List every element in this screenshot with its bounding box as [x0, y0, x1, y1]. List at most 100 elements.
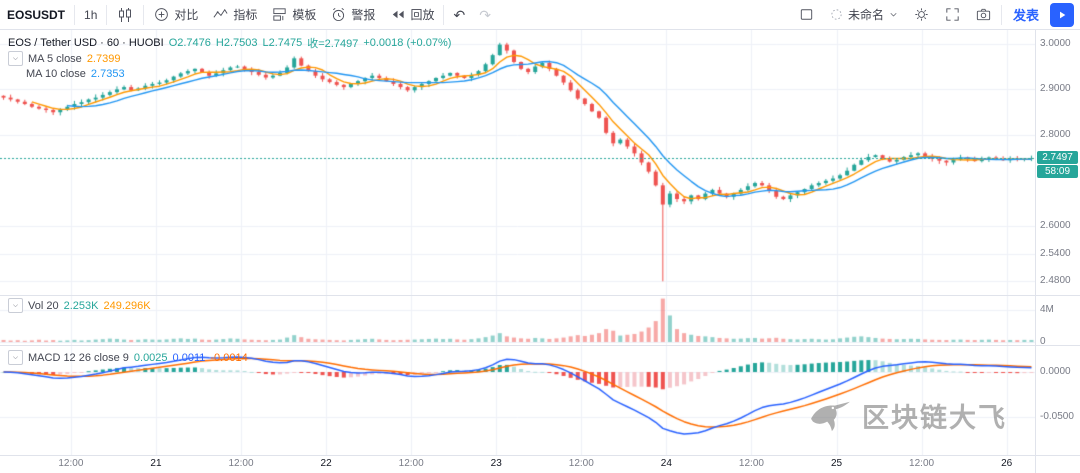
ma5-label: MA 5 close — [28, 52, 82, 65]
ohlc-low: L2.7475 — [262, 37, 303, 49]
compare-button[interactable]: 对比 — [146, 0, 205, 29]
templates-icon — [273, 8, 287, 21]
macd-axis-label: 0.0000 — [1040, 366, 1071, 377]
layout-name-button[interactable]: 未命名 — [822, 0, 906, 29]
price-axis-label: 2.4800 — [1040, 275, 1071, 287]
fullscreen-button[interactable] — [937, 0, 968, 29]
time-axis-divider — [0, 455, 1080, 456]
price-axis-label: 2.5400 — [1040, 247, 1071, 259]
compare-plus-icon — [155, 8, 169, 21]
pane-divider[interactable] — [0, 345, 1080, 346]
chart-legend: EOS / Tether USD · 60 · HUOBI O2.7476 H2… — [8, 35, 451, 51]
collapse-pane-button[interactable] — [8, 350, 23, 365]
play-icon — [1060, 11, 1066, 18]
replay-label: 回放 — [410, 8, 435, 22]
chart-type-button[interactable] — [109, 0, 141, 29]
layout-name-label: 未命名 — [847, 8, 884, 22]
ohlc-high: H2.7503 — [215, 37, 258, 49]
ohlc-open: O2.7476 — [168, 37, 211, 49]
toolbar-separator — [143, 4, 145, 25]
macd-label: MACD 12 26 close 9 — [28, 351, 129, 364]
price-axis[interactable]: 2.7497 58:09 3.0000 2.9000 2.8000 2.6000 2.5… — [1035, 30, 1080, 473]
volume-legend: Vol 20 2.253K 249.296K — [8, 298, 151, 313]
time-axis-label: 22 — [320, 458, 332, 469]
chart-settings-button[interactable] — [906, 0, 937, 29]
layout-grid-button[interactable] — [791, 0, 822, 29]
cloud-save-state-icon — [831, 9, 842, 20]
chart-title: EOS / Tether USD · 60 · HUOBI — [8, 37, 164, 49]
time-axis-label: 12:00 — [568, 458, 594, 469]
volume-axis-label: 0 — [1040, 336, 1046, 347]
price-axis-label: 2.9000 — [1040, 83, 1071, 95]
ma5-value: 2.7399 — [86, 52, 121, 65]
time-axis-label: 23 — [490, 458, 502, 469]
chevron-down-icon — [13, 57, 18, 61]
chart-area: EOS / Tether USD · 60 · HUOBI O2.7476 H2… — [0, 30, 1035, 473]
time-axis-label: 21 — [150, 458, 162, 469]
snapshot-button[interactable] — [968, 0, 999, 29]
chevron-down-icon — [13, 304, 18, 308]
ohlc-close: 收=2.7497 — [307, 38, 359, 50]
compare-label: 对比 — [174, 8, 199, 22]
alerts-label: 警报 — [351, 8, 376, 22]
bird-logo-icon — [811, 401, 850, 431]
templates-button[interactable]: 模板 — [264, 0, 323, 29]
time-axis-label: 12:00 — [58, 458, 84, 469]
time-axis-label: 24 — [660, 458, 672, 469]
time-axis-label: 12:00 — [228, 458, 254, 469]
volume-ma-value: 249.296K — [103, 299, 151, 312]
toolbar-separator — [443, 4, 445, 25]
ma10-value: 2.7353 — [90, 68, 125, 80]
watermark-text: 区块链大飞 — [862, 403, 1007, 433]
symbol-button[interactable]: EOSUSDT — [7, 7, 66, 22]
ohlc-change: +0.0018 (+0.07%) — [363, 37, 452, 49]
redo-button[interactable]: ↷ — [479, 6, 491, 23]
interval-button[interactable]: 1h — [84, 7, 98, 22]
time-axis-label: 26 — [1001, 458, 1013, 469]
macd-line-value: 0.0011 — [172, 351, 206, 364]
publish-button[interactable]: 发表 — [1012, 8, 1039, 23]
last-price-badge: 2.7497 — [1037, 151, 1078, 165]
time-axis-label: 12:00 — [398, 458, 424, 469]
volume-label: Vol 20 — [28, 299, 59, 312]
alarm-clock-icon — [333, 7, 345, 22]
collapse-pane-button[interactable] — [8, 298, 23, 313]
camera-icon — [976, 8, 991, 21]
indicators-icon — [213, 8, 228, 18]
time-axis[interactable]: 12:00 21 12:00 22 12:00 23 12:00 24 12:00 25 12:00… — [0, 455, 1035, 473]
ma5-legend: MA 5 close 2.7399 — [8, 51, 120, 66]
toolbar-separator — [106, 4, 108, 25]
layout-square-icon — [800, 9, 813, 20]
pane-divider[interactable] — [0, 295, 1080, 296]
time-axis-label: 12:00 — [738, 458, 764, 469]
macd-signal-value: -0.0014 — [210, 351, 248, 364]
quick-action-button[interactable] — [1050, 2, 1074, 27]
price-chart-canvas[interactable] — [0, 30, 1035, 455]
ma10-legend: MA 10 close 2.7353 — [26, 68, 125, 80]
collapse-pane-button[interactable] — [8, 51, 23, 66]
chevron-down-icon — [890, 13, 897, 17]
alerts-button[interactable]: 警报 — [323, 0, 382, 29]
templates-label: 模板 — [292, 8, 317, 22]
channel-watermark: 区块链大飞 — [808, 396, 1007, 435]
chevron-down-icon — [13, 356, 18, 360]
time-axis-label: 25 — [830, 458, 843, 469]
price-axis-label: 3.0000 — [1040, 37, 1071, 49]
volume-axis-label: 4M — [1040, 303, 1054, 315]
indicators-button[interactable]: 指标 — [205, 0, 264, 29]
macd-axis-label: -0.0500 — [1040, 411, 1074, 422]
gear-icon — [915, 8, 928, 21]
toolbar-separator — [74, 4, 76, 25]
top-toolbar: EOSUSDT 1h 对比 指标 — [0, 0, 1080, 30]
undo-button[interactable]: ↶ — [453, 6, 466, 23]
toolbar-right-group: 未命名 发表 — [791, 0, 1080, 29]
candlestick-icon — [119, 7, 132, 22]
replay-button[interactable]: 回放 — [382, 0, 441, 29]
volume-current-value: 2.253K — [63, 299, 99, 312]
countdown-badge: 58:09 — [1037, 165, 1078, 179]
price-axis-label: 2.8000 — [1040, 129, 1071, 141]
price-axis-label: 2.6000 — [1040, 220, 1071, 232]
macd-histogram-value: 0.0025 — [133, 351, 168, 364]
time-axis-label: 12:00 — [909, 458, 935, 469]
